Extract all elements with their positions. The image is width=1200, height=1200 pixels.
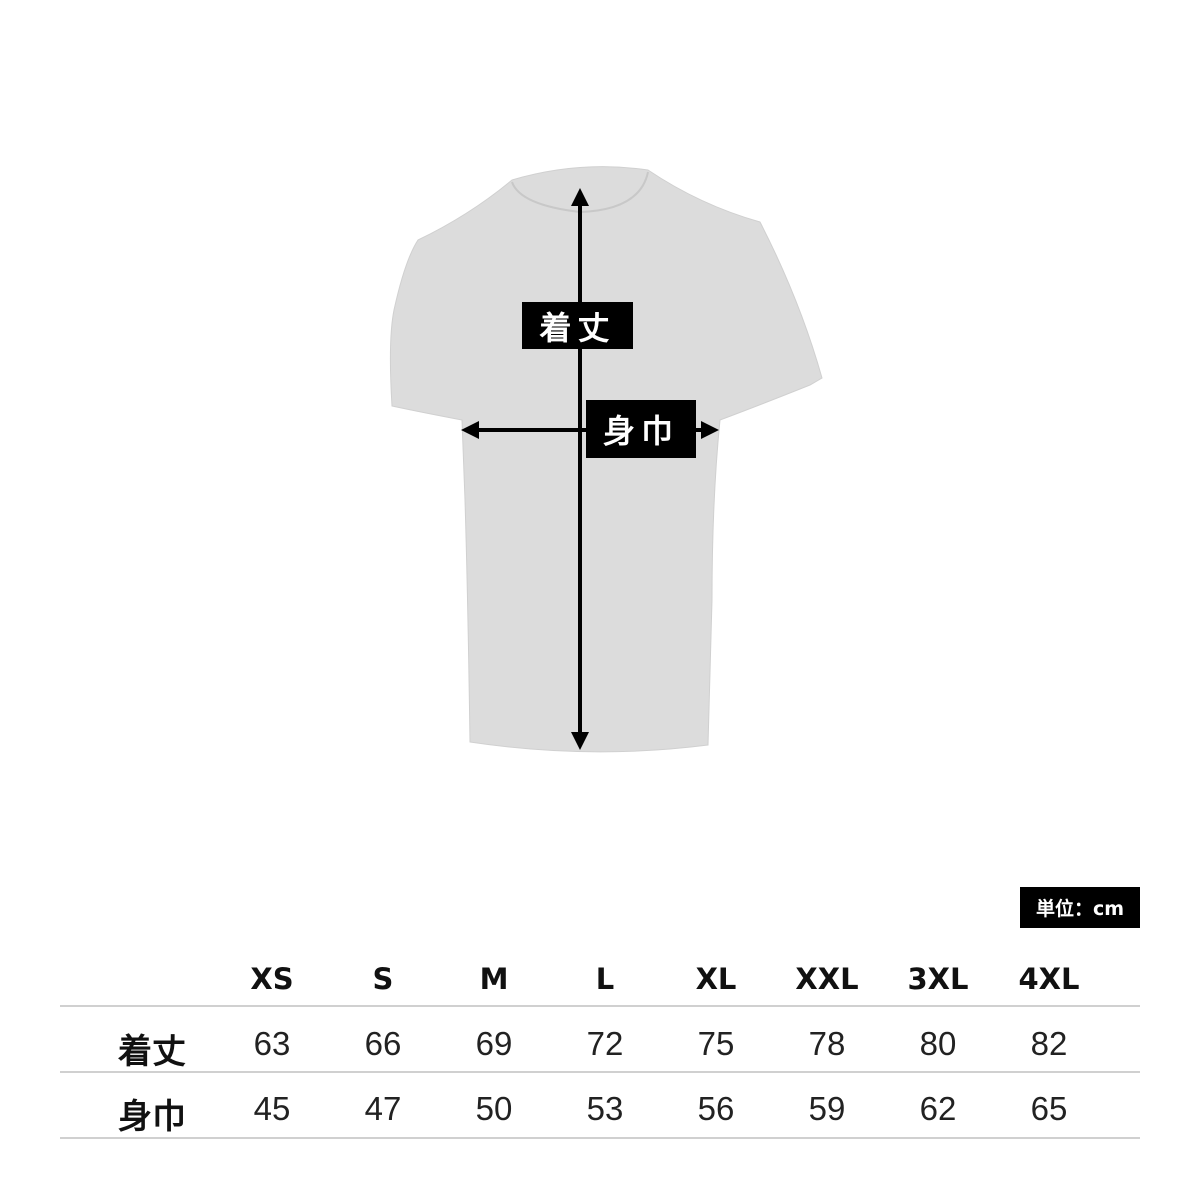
width-label: 身巾 <box>586 400 696 458</box>
table-cell: 80 <box>919 1025 957 1062</box>
size-header: XL <box>695 962 737 996</box>
tshirt-illustration <box>389 166 823 753</box>
table-cell: 75 <box>697 1025 735 1062</box>
size-header: XXL <box>795 962 859 996</box>
unit-badge: 単位：cm <box>1020 887 1140 928</box>
arrow-up-icon <box>571 188 589 206</box>
row-label: 着丈 <box>118 1032 186 1072</box>
table-cell: 47 <box>364 1090 402 1127</box>
size-header: S <box>372 962 394 996</box>
size-header: L <box>595 962 615 996</box>
arrow-down-icon <box>571 732 589 750</box>
table-cell: 59 <box>808 1090 846 1127</box>
arrow-right-icon <box>701 421 719 439</box>
divider <box>60 1137 1140 1139</box>
table-cell: 72 <box>586 1025 624 1062</box>
table-cell: 53 <box>586 1090 624 1127</box>
table-cell: 78 <box>808 1025 846 1062</box>
table-cell: 45 <box>253 1090 291 1127</box>
table-cell: 50 <box>475 1090 513 1127</box>
table-cell: 66 <box>364 1025 402 1062</box>
table-cell: 56 <box>697 1090 735 1127</box>
arrow-left-icon <box>461 421 479 439</box>
length-label: 着丈 <box>522 302 633 349</box>
table-cell: 82 <box>1030 1025 1068 1062</box>
size-header: M <box>479 962 509 996</box>
table-cell: 63 <box>253 1025 291 1062</box>
divider <box>60 1071 1140 1073</box>
table-cell: 65 <box>1030 1090 1068 1127</box>
divider <box>60 1005 1140 1007</box>
table-cell: 62 <box>919 1090 957 1127</box>
size-header: 3XL <box>907 962 969 996</box>
row-label: 身巾 <box>118 1097 186 1137</box>
size-header: 4XL <box>1018 962 1080 996</box>
size-header: XS <box>250 962 294 996</box>
table-cell: 69 <box>475 1025 513 1062</box>
tshirt-body <box>389 166 823 753</box>
